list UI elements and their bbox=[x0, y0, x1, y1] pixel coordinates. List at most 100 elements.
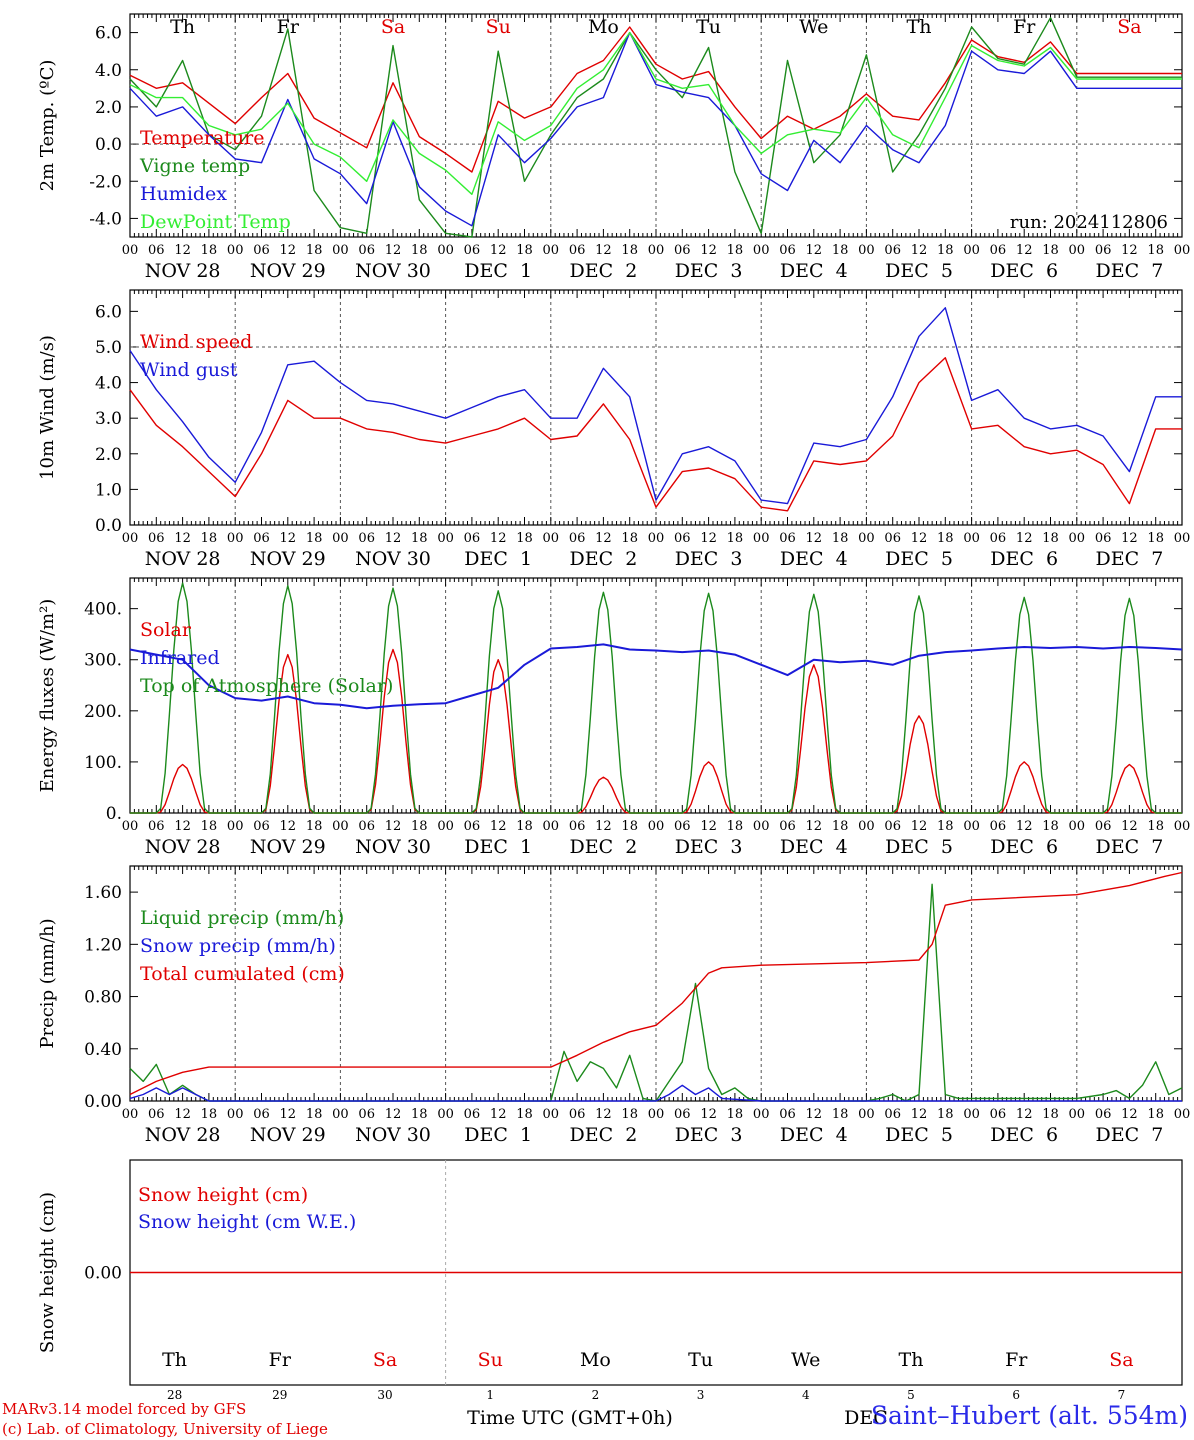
hour-label: 06 bbox=[779, 819, 796, 834]
date-label: NOV 30 bbox=[355, 260, 431, 282]
hour-label: 00 bbox=[122, 819, 139, 834]
hour-label: 12 bbox=[280, 1107, 297, 1122]
day-name: Sa bbox=[1117, 16, 1141, 38]
day-name: Sa bbox=[373, 1349, 397, 1371]
hour-label: 18 bbox=[306, 531, 323, 546]
legend-entry: Solar bbox=[140, 619, 192, 641]
hour-label: 12 bbox=[700, 243, 717, 258]
day-name: Fr bbox=[1013, 16, 1036, 38]
hour-label: 06 bbox=[464, 819, 481, 834]
hour-label: 12 bbox=[280, 531, 297, 546]
day-number: 29 bbox=[272, 1388, 287, 1402]
hour-label: 12 bbox=[911, 531, 928, 546]
model-credit: MARv3.14 model forced by GFS bbox=[2, 1400, 247, 1418]
date-label: DEC 3 bbox=[675, 1124, 743, 1146]
hour-label: 00 bbox=[858, 819, 875, 834]
y-tick-label: 2.0 bbox=[95, 445, 122, 465]
hour-label: 06 bbox=[779, 531, 796, 546]
day-name: We bbox=[791, 1349, 820, 1371]
hour-label: 12 bbox=[1121, 1107, 1138, 1122]
hour-label: 00 bbox=[227, 531, 244, 546]
hour-label: 00 bbox=[1069, 243, 1086, 258]
day-name: Su bbox=[478, 1349, 503, 1371]
day-number: 7 bbox=[1118, 1388, 1126, 1402]
hour-label: 00 bbox=[1174, 243, 1191, 258]
y-tick-label: 0.40 bbox=[84, 1040, 122, 1060]
hour-label: 00 bbox=[648, 819, 665, 834]
legend-entry: Top of Atmosphere (Solar) bbox=[140, 675, 393, 697]
day-name: Tu bbox=[688, 1349, 713, 1371]
y-tick-label: 400. bbox=[84, 600, 122, 620]
hour-label: 18 bbox=[1042, 531, 1059, 546]
date-label: NOV 29 bbox=[250, 548, 326, 570]
hour-label: 00 bbox=[753, 1107, 770, 1122]
date-label: DEC 7 bbox=[1095, 836, 1163, 858]
hour-label: 18 bbox=[621, 1107, 638, 1122]
day-name: Mo bbox=[588, 16, 619, 38]
hour-label: 06 bbox=[253, 531, 270, 546]
hour-label: 18 bbox=[621, 531, 638, 546]
hour-label: 06 bbox=[253, 243, 270, 258]
day-number: 30 bbox=[377, 1388, 392, 1402]
hour-label: 18 bbox=[937, 531, 954, 546]
date-label: NOV 28 bbox=[145, 260, 221, 282]
legend-entry: DewPoint Temp bbox=[140, 211, 291, 233]
hour-label: 06 bbox=[358, 819, 375, 834]
hour-label: 18 bbox=[832, 531, 849, 546]
hour-label: 06 bbox=[990, 1107, 1007, 1122]
date-label: DEC 3 bbox=[675, 548, 743, 570]
date-label: DEC 7 bbox=[1095, 548, 1163, 570]
hour-label: 00 bbox=[437, 531, 454, 546]
top-day-names: Th Fr Sa Su Mo Tu We Th Fr Sa bbox=[170, 16, 1141, 38]
hour-label: 18 bbox=[1042, 819, 1059, 834]
hour-label: 18 bbox=[201, 243, 218, 258]
day-number: 1 bbox=[486, 1388, 494, 1402]
legend-entry: Snow height (cm W.E.) bbox=[138, 1211, 356, 1233]
date-label: DEC 5 bbox=[885, 260, 953, 282]
hour-label: 18 bbox=[832, 1107, 849, 1122]
hour-label: 00 bbox=[437, 243, 454, 258]
date-label: DEC 6 bbox=[990, 836, 1058, 858]
hour-label: 18 bbox=[201, 531, 218, 546]
hour-label: 06 bbox=[569, 243, 586, 258]
date-label: NOV 30 bbox=[355, 836, 431, 858]
date-label: DEC 2 bbox=[569, 836, 637, 858]
legend-entry: Liquid precip (mm/h) bbox=[140, 907, 344, 929]
hour-label: 00 bbox=[332, 1107, 349, 1122]
hour-label: 00 bbox=[963, 1107, 980, 1122]
date-label: DEC 5 bbox=[885, 836, 953, 858]
day-number: 5 bbox=[907, 1388, 915, 1402]
hour-label: 12 bbox=[174, 531, 191, 546]
hour-label: 12 bbox=[1016, 819, 1033, 834]
date-label: NOV 28 bbox=[145, 548, 221, 570]
y-tick-label: 0.80 bbox=[84, 988, 122, 1008]
hour-label: 12 bbox=[595, 243, 612, 258]
day-number: 6 bbox=[1012, 1388, 1020, 1402]
hour-label: 12 bbox=[806, 1107, 823, 1122]
date-label: NOV 28 bbox=[145, 1124, 221, 1146]
hour-label: 06 bbox=[674, 243, 691, 258]
hour-label: 12 bbox=[174, 819, 191, 834]
hour-label: 06 bbox=[253, 819, 270, 834]
day-number: 3 bbox=[697, 1388, 705, 1402]
y-tick-label: -2.0 bbox=[89, 172, 122, 192]
y-tick-label: 6.0 bbox=[95, 24, 122, 44]
hour-label: 18 bbox=[516, 1107, 533, 1122]
hour-label: 18 bbox=[201, 819, 218, 834]
hour-label: 00 bbox=[858, 1107, 875, 1122]
hour-label: 18 bbox=[306, 243, 323, 258]
hour-label: 00 bbox=[1174, 819, 1191, 834]
hour-label: 12 bbox=[700, 531, 717, 546]
legend-entry: Temperature bbox=[140, 127, 264, 149]
hour-label: 00 bbox=[543, 1107, 560, 1122]
hour-label: 18 bbox=[516, 531, 533, 546]
y-axis-label: Snow height (cm) bbox=[37, 1192, 58, 1353]
hour-label: 18 bbox=[727, 243, 744, 258]
x-axis-title: Time UTC (GMT+0h) bbox=[467, 1407, 673, 1429]
hour-label: 06 bbox=[990, 243, 1007, 258]
date-label: DEC 6 bbox=[990, 260, 1058, 282]
hour-label: 00 bbox=[1174, 1107, 1191, 1122]
day-name: Su bbox=[486, 16, 511, 38]
hour-label: 12 bbox=[1016, 243, 1033, 258]
y-tick-label: 4.0 bbox=[95, 61, 122, 81]
